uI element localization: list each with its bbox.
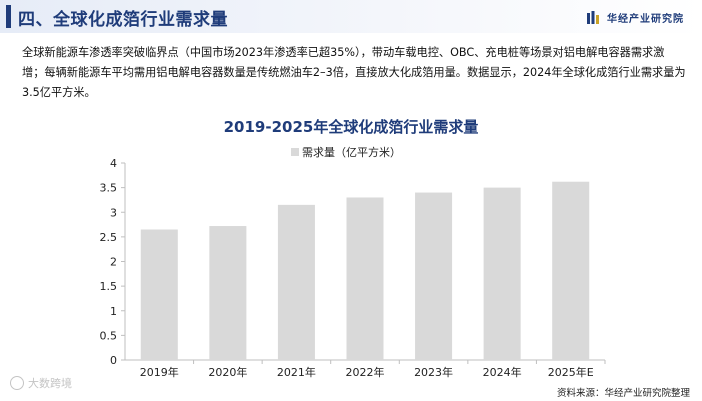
corner-watermark-text: 大数跨境 (28, 377, 72, 390)
chart-title: 2019-2025年全球化成箔行业需求量 (223, 118, 479, 136)
bar (346, 197, 384, 360)
bar (209, 226, 247, 360)
y-tick-label: 0.5 (100, 329, 118, 342)
brand: 华经产业研究院 (587, 10, 684, 25)
section-title: 四、全球化成箔行业需求量 (18, 10, 228, 30)
bar (483, 187, 521, 360)
brand-logo-icon (587, 10, 599, 24)
bar (140, 229, 178, 360)
bar (277, 204, 315, 360)
y-tick-label: 3 (110, 206, 117, 219)
bar (552, 181, 590, 360)
header-bar (0, 0, 702, 33)
x-tick-label: 2021年 (277, 365, 316, 379)
x-tick-label: 2025年E (548, 365, 594, 379)
legend-swatch (291, 148, 299, 156)
y-tick-label: 2 (110, 256, 117, 269)
x-tick-label: 2019年 (140, 365, 179, 379)
corner-watermark: 大数跨境 (10, 375, 72, 391)
x-tick-label: 2023年 (414, 365, 453, 379)
y-tick-label: 1.5 (100, 280, 118, 293)
brand-name: 华经产业研究院 (607, 14, 684, 25)
y-tick-label: 0 (110, 354, 117, 367)
source-note: 资料来源：华经产业研究院整理 (556, 388, 690, 399)
y-tick-label: 1 (110, 305, 117, 318)
legend-label: 需求量（亿平方米） (302, 145, 401, 159)
x-tick-label: 2022年 (346, 365, 385, 379)
watermark-icon (10, 376, 24, 390)
y-tick-label: 4 (110, 157, 117, 170)
y-tick-label: 3.5 (100, 182, 118, 195)
intro-text: 全球新能源车渗透率突破临界点（中国市场2023年渗透率已超35%），带动车载电控… (22, 46, 686, 99)
x-tick-label: 2020年 (208, 365, 247, 379)
x-tick-label: 2024年 (483, 365, 522, 379)
y-tick-label: 2.5 (100, 231, 118, 244)
header-accent (6, 5, 11, 28)
bar (415, 192, 453, 360)
